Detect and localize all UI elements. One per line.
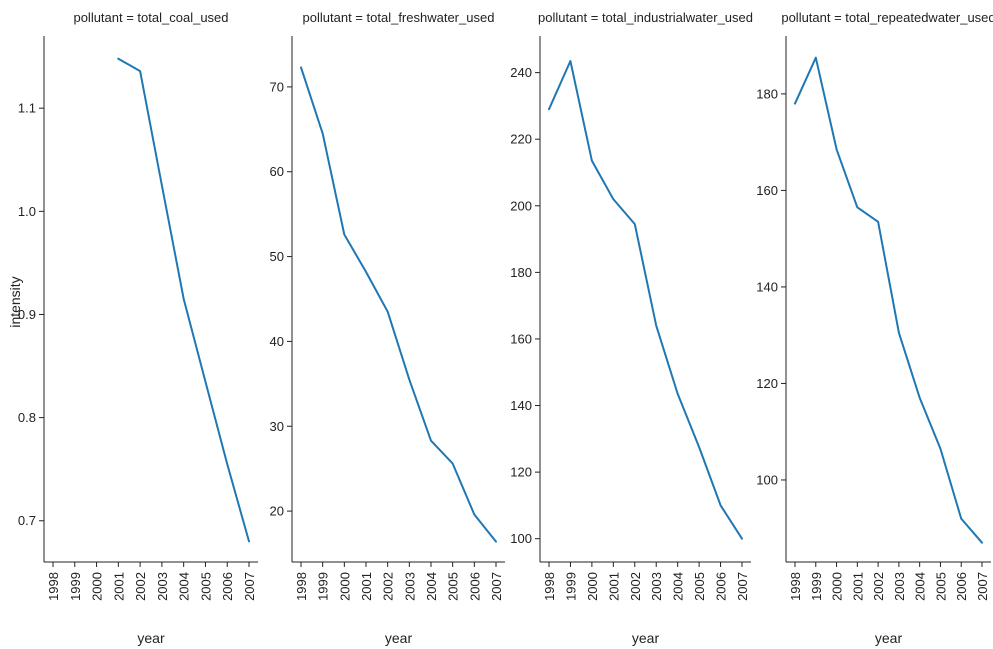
y-tick-label: 120 <box>510 465 532 480</box>
x-tick-label: 2004 <box>671 572 686 601</box>
x-tick-label: 2007 <box>489 572 504 601</box>
x-tick-label: 1999 <box>809 572 824 601</box>
x-tick-label: 2000 <box>90 572 105 601</box>
x-tick-label: 2007 <box>242 572 257 601</box>
x-tick-label: 2002 <box>871 572 886 601</box>
y-tick-label: 30 <box>270 419 284 434</box>
y-tick-label: 0.8 <box>18 410 36 425</box>
x-tick-label: 1999 <box>68 572 83 601</box>
panel-4: pollutant = total_repeatedwater_used 100 1… <box>756 10 993 646</box>
y-tick-label: 140 <box>510 398 532 413</box>
panel-title: pollutant = total_repeatedwater_used <box>781 10 993 25</box>
y-tick-label: 0.7 <box>18 513 36 528</box>
x-tick-label: 2006 <box>714 572 729 601</box>
y-tick-label: 100 <box>756 472 778 487</box>
x-tick-label: 2004 <box>177 572 192 601</box>
y-tick-label: 180 <box>510 265 532 280</box>
x-tick-label: 1999 <box>316 572 331 601</box>
y-axis-label: intensity <box>7 276 23 327</box>
x-tick-label: 2006 <box>220 572 235 601</box>
y-tick-label: 100 <box>510 531 532 546</box>
x-tick-label: 1998 <box>542 572 557 601</box>
panel-2: pollutant = total_freshwater_used 20 30 40 5… <box>270 10 505 646</box>
series-line-pollutant-total-freshwater-used <box>300 66 497 543</box>
x-tick-label: 2003 <box>402 572 417 601</box>
series-line-pollutant-total-repeatedwater-used <box>794 56 983 544</box>
x-tick-label: 2000 <box>337 572 352 601</box>
x-tick-label: 2000 <box>585 572 600 601</box>
y-tick-label: 180 <box>756 86 778 101</box>
x-tick-label: 1998 <box>46 572 61 601</box>
panel-title: pollutant = total_freshwater_used <box>303 10 495 25</box>
x-axis-label: year <box>632 630 660 646</box>
x-tick-label: 2002 <box>381 572 396 601</box>
y-tick-label: 0.9 <box>18 307 36 322</box>
x-tick-label: 2001 <box>606 572 621 601</box>
x-tick-label: 2007 <box>735 572 750 601</box>
y-tick-label: 70 <box>270 79 284 94</box>
panel-3: pollutant = total_industrialwater_used 10… <box>510 10 753 646</box>
panel-title: pollutant = total_coal_used <box>73 10 228 25</box>
y-tick-label: 160 <box>756 183 778 198</box>
y-tick-label: 160 <box>510 331 532 346</box>
y-tick-label: 220 <box>510 132 532 147</box>
y-tick-label: 50 <box>270 249 284 264</box>
x-tick-label: 2002 <box>628 572 643 601</box>
x-tick-label: 1998 <box>788 572 803 601</box>
panel-title: pollutant = total_industrialwater_used <box>538 10 753 25</box>
y-tick-label: 1.0 <box>18 204 36 219</box>
x-tick-label: 2001 <box>111 572 126 601</box>
y-tick-label: 20 <box>270 504 284 519</box>
y-tick-label: 240 <box>510 65 532 80</box>
x-tick-label: 2003 <box>649 572 664 601</box>
panel-1: pollutant = total_coal_used 0.7 0.8 0.9 1.0 1… <box>18 10 258 646</box>
x-tick-label: 2003 <box>892 572 907 601</box>
x-tick-label: 2005 <box>198 572 213 601</box>
x-tick-label: 2002 <box>133 572 148 601</box>
y-tick-label: 1.1 <box>18 101 36 116</box>
x-tick-label: 2004 <box>424 572 439 601</box>
x-tick-label: 2003 <box>155 572 170 601</box>
x-tick-label: 2000 <box>830 572 845 601</box>
x-tick-label: 2005 <box>692 572 707 601</box>
facet-panels: pollutant = total_coal_used 0.7 0.8 0.9 1.0 1… <box>18 10 993 646</box>
x-axis-label: year <box>137 630 165 646</box>
x-tick-label: 2006 <box>954 572 969 601</box>
x-axis-label: year <box>385 630 413 646</box>
x-tick-label: 2006 <box>467 572 482 601</box>
x-tick-label: 1999 <box>563 572 578 601</box>
x-tick-label: 2001 <box>359 572 374 601</box>
y-tick-label: 200 <box>510 198 532 213</box>
x-axis-label: year <box>875 630 903 646</box>
x-tick-label: 2007 <box>975 572 990 601</box>
x-tick-label: 2005 <box>446 572 461 601</box>
x-tick-label: 2001 <box>850 572 865 601</box>
y-tick-label: 140 <box>756 279 778 294</box>
x-tick-label: 2004 <box>913 572 928 601</box>
y-tick-label: 60 <box>270 164 284 179</box>
x-tick-label: 2005 <box>933 572 948 601</box>
x-tick-label: 1998 <box>294 572 309 601</box>
y-tick-label: 40 <box>270 334 284 349</box>
series-line-pollutant-total-coal-used <box>117 57 250 543</box>
y-tick-label: 120 <box>756 376 778 391</box>
series-line-pollutant-total-industrialwater-used <box>548 60 743 540</box>
